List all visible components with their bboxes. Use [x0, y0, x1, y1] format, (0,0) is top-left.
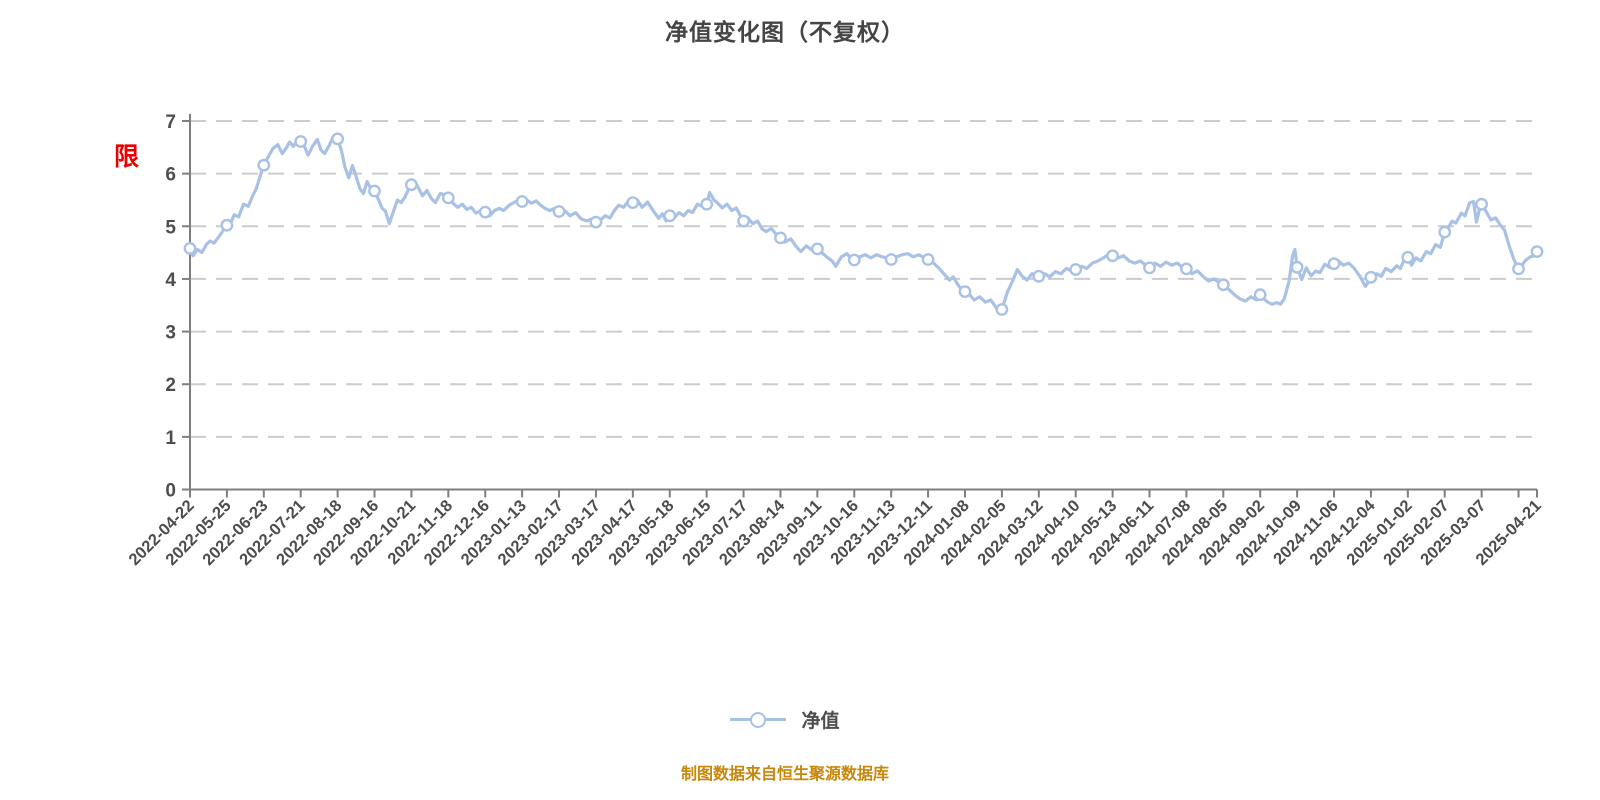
svg-text:5: 5: [165, 217, 176, 238]
legend-series-label: 净值: [801, 711, 840, 732]
svg-text:1: 1: [165, 428, 176, 449]
svg-text:6: 6: [165, 165, 176, 186]
legend-line-marker-icon: [730, 711, 787, 729]
gridlines: [190, 120, 1537, 438]
nav-series-markers: [183, 132, 1544, 316]
restricted-badge: 限: [114, 143, 140, 171]
chart-title: 净值变化图（不复权）: [665, 19, 905, 45]
x-axis-labels: 2022-04-222022-05-252022-06-232022-07-21…: [125, 496, 1544, 569]
svg-text:2: 2: [165, 375, 176, 396]
svg-text:7: 7: [165, 112, 176, 133]
svg-text:0: 0: [165, 481, 176, 502]
chart-legend: 净值: [0, 706, 1570, 733]
svg-text:3: 3: [165, 323, 176, 344]
y-axis-labels: 0 1 2 3 4 5 6 7: [165, 112, 176, 502]
data-source-note: 制图数据来自恒生聚源数据库: [680, 766, 889, 783]
legend-circle-marker-icon: [750, 711, 767, 728]
axes: [182, 114, 1538, 498]
svg-text:4: 4: [165, 270, 176, 291]
nav-line-series: [188, 135, 1539, 314]
